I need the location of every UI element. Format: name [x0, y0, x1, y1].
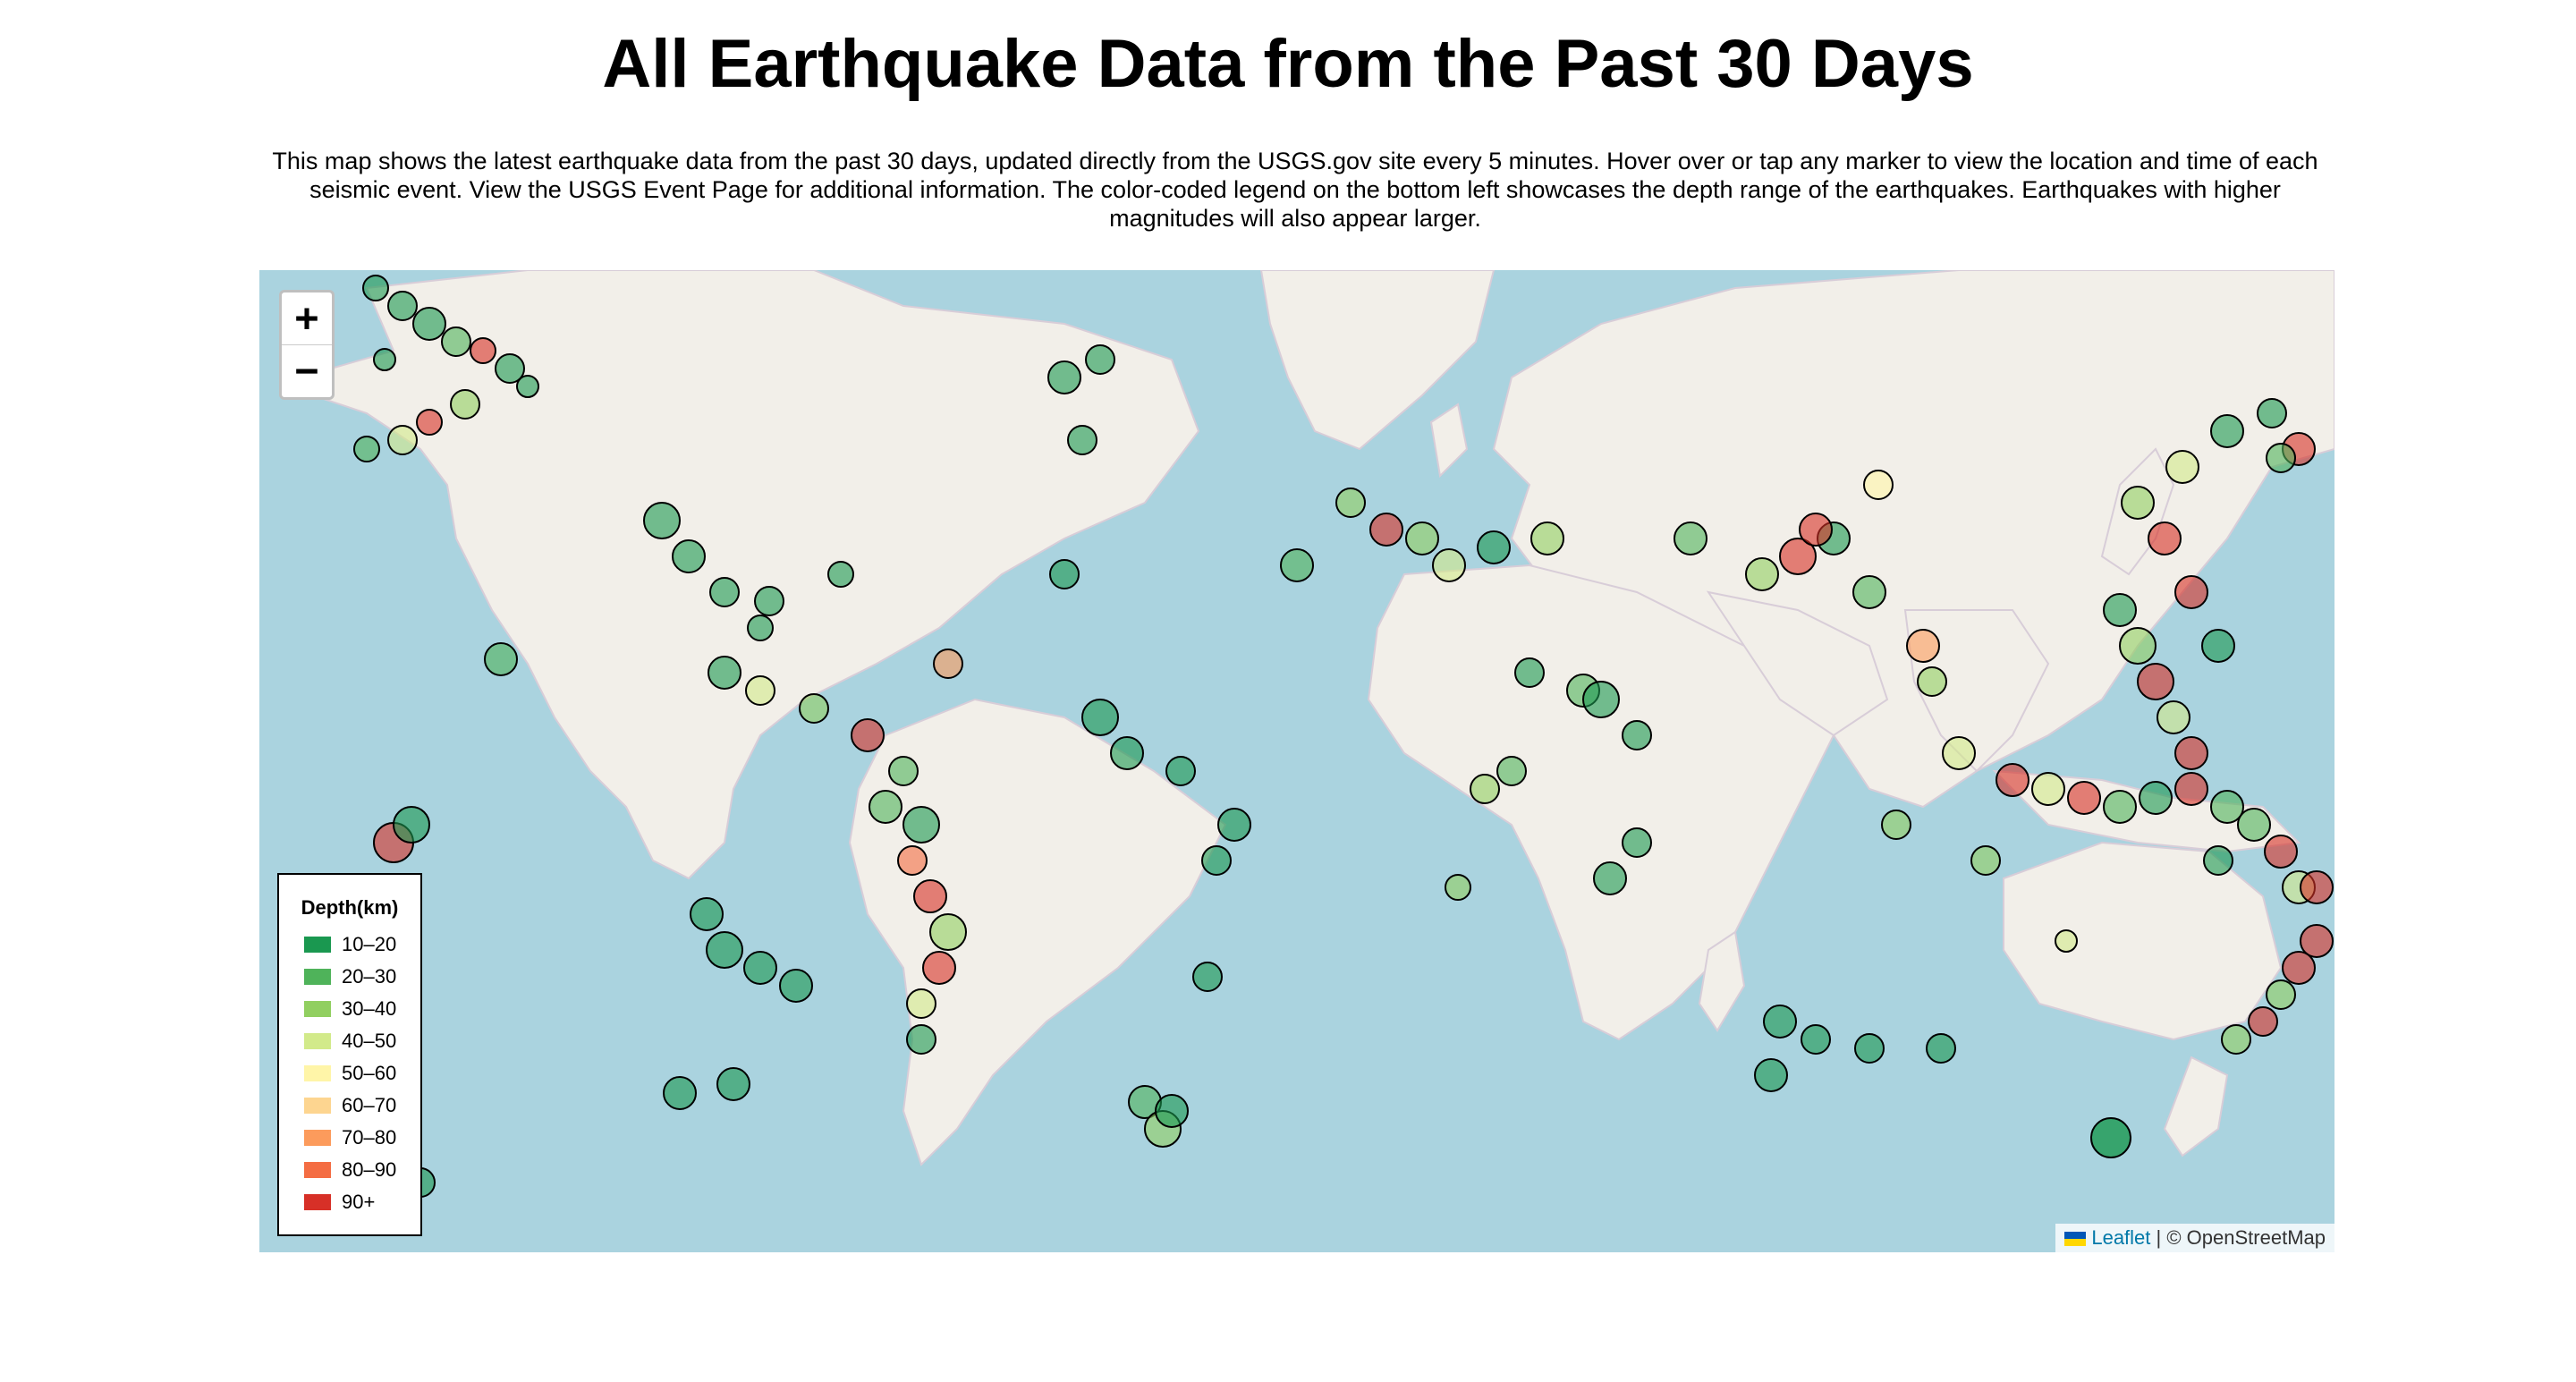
legend-item: 70–80	[279, 1122, 420, 1154]
legend-item: 10–20	[279, 928, 420, 961]
legend-item: 40–50	[279, 1025, 420, 1057]
legend-swatch	[304, 1001, 331, 1017]
legend-swatch	[304, 1098, 331, 1114]
legend-swatch	[304, 969, 331, 985]
zoom-out-button[interactable]: −	[282, 344, 332, 397]
legend-label: 10–20	[342, 933, 397, 955]
legend-item: 20–30	[279, 961, 420, 993]
zoom-control: + −	[279, 290, 335, 400]
legend-item: 80–90	[279, 1154, 420, 1186]
legend-item: 90+	[279, 1186, 420, 1218]
land-greenland	[1259, 270, 1496, 451]
land-north-america	[311, 270, 1200, 880]
depth-legend: Depth(km) 10–20 20–30 30–40 40–50 50–60 60–70…	[277, 873, 422, 1236]
legend-label: 50–60	[342, 1062, 397, 1084]
land-arabia	[1706, 590, 1889, 737]
legend-label: 20–30	[342, 965, 397, 988]
zoom-in-button[interactable]: +	[294, 295, 319, 341]
legend-swatch	[304, 1194, 331, 1210]
legend-item: 30–40	[279, 993, 420, 1025]
page-title: All Earthquake Data from the Past 30 Day…	[602, 26, 1974, 102]
leaflet-link[interactable]: Leaflet	[2091, 1226, 2151, 1249]
legend-swatch	[304, 1130, 331, 1146]
legend-label: 60–70	[342, 1094, 397, 1116]
land-india	[1903, 609, 2050, 773]
legend-swatch	[304, 1162, 331, 1178]
earthquake-markers[interactable]	[353, 275, 2334, 1198]
legend-label: 90+	[342, 1191, 376, 1213]
legend-swatch	[304, 1065, 331, 1081]
legend-rows: 10–20 20–30 30–40 40–50 50–60 60–70 70–80 80–90…	[279, 928, 420, 1218]
land-madagascar	[1698, 930, 1746, 1032]
basemap[interactable]	[259, 270, 2334, 1252]
legend-title: Depth(km)	[301, 896, 399, 919]
osm-attribution: © OpenStreetMap	[2166, 1226, 2326, 1249]
land-uk	[1429, 403, 1469, 479]
land-masses	[311, 270, 2334, 1166]
legend-item: 60–70	[279, 1089, 420, 1122]
land-new-zealand	[2163, 1056, 2229, 1157]
legend-item: 50–60	[279, 1057, 420, 1089]
map-attribution: Leaflet | © OpenStreetMap	[2055, 1224, 2334, 1252]
attribution-separator: |	[2150, 1226, 2167, 1249]
legend-label: 40–50	[342, 1030, 397, 1052]
legend-swatch	[304, 1033, 331, 1049]
earthquake-map[interactable]: + − Depth(km) 10–20 20–30 30–40 40–50 50–60 6…	[259, 270, 2334, 1252]
legend-swatch	[304, 937, 331, 953]
page-description: This map shows the latest earthquake dat…	[272, 148, 2318, 232]
ukraine-flag-icon	[2064, 1232, 2087, 1246]
legend-label: 30–40	[342, 997, 397, 1020]
land-africa	[1367, 564, 1835, 1041]
legend-label: 80–90	[342, 1158, 397, 1181]
legend-label: 70–80	[342, 1126, 397, 1149]
land-australia	[2003, 841, 2283, 1041]
